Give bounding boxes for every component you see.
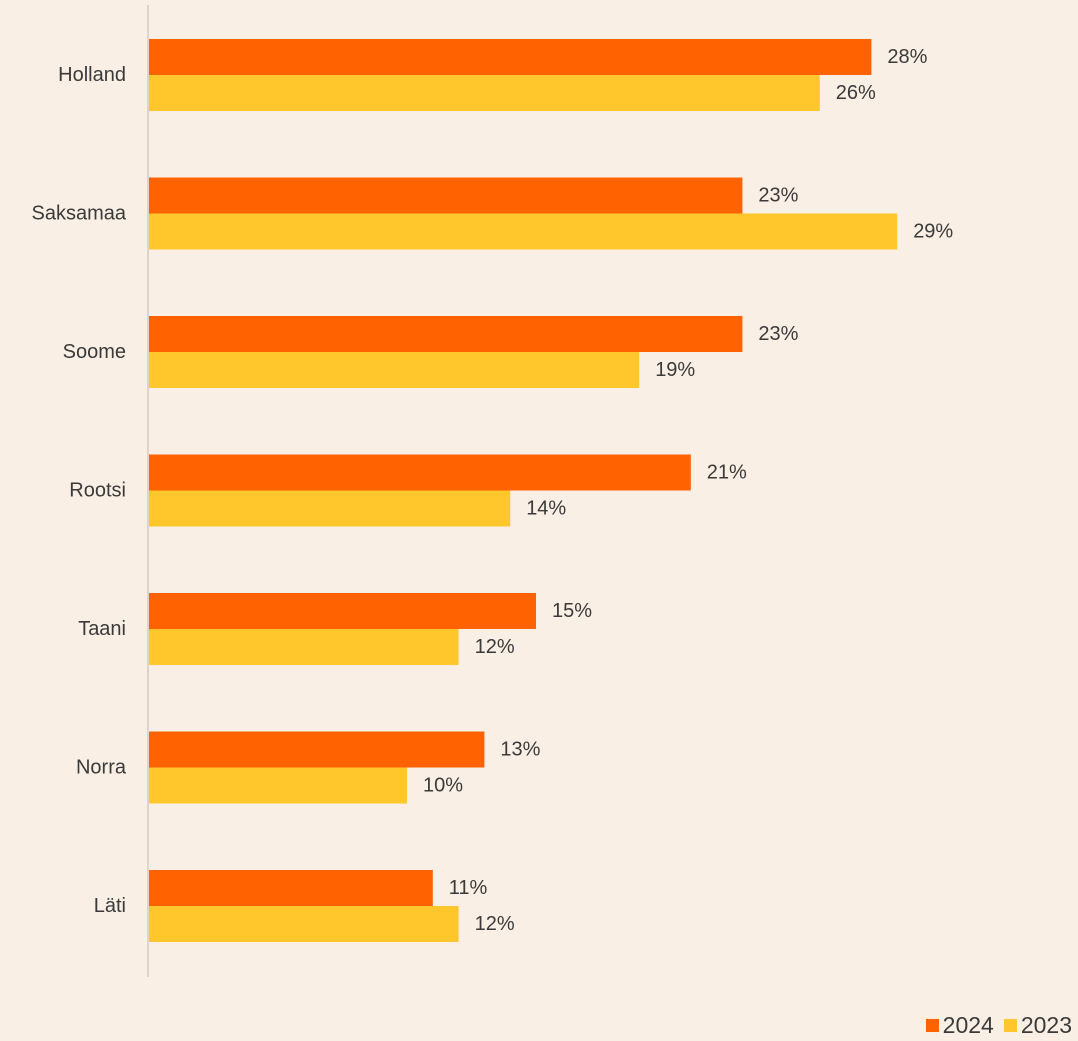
legend-label-2024: 2024 xyxy=(942,1012,994,1038)
bar-2024 xyxy=(149,177,743,214)
data-label-2023: 19% xyxy=(655,359,695,381)
data-label-2023: 12% xyxy=(475,636,515,658)
data-label-2024: 28% xyxy=(887,46,927,68)
bar-2024 xyxy=(149,870,433,906)
category-label: Norra xyxy=(76,757,127,779)
category-label: Saksamaa xyxy=(32,203,127,225)
data-label-2023: 26% xyxy=(836,82,876,104)
bar-2024 xyxy=(149,454,691,491)
data-label-2023: 29% xyxy=(913,221,953,243)
legend-swatch-2023 xyxy=(1003,1019,1017,1032)
data-label-2024: 11% xyxy=(449,877,488,899)
legend-label-2023: 2023 xyxy=(1020,1012,1072,1038)
bar-2023 xyxy=(149,767,407,804)
data-label-2024: 13% xyxy=(500,739,540,761)
chart-legend: 2024 2023 xyxy=(925,1012,1072,1039)
bar-2024 xyxy=(149,731,485,768)
bar-2024 xyxy=(149,593,536,629)
category-label: Läti xyxy=(94,895,126,917)
category-label: Holland xyxy=(58,64,126,86)
category-label: Taani xyxy=(78,618,126,640)
data-label-2023: 14% xyxy=(526,498,566,520)
bar-2024 xyxy=(149,316,743,352)
data-label-2023: 10% xyxy=(423,775,463,797)
data-label-2023: 12% xyxy=(475,913,515,935)
data-label-2024: 23% xyxy=(758,185,798,207)
data-label-2024: 21% xyxy=(707,462,747,484)
bar-2023 xyxy=(149,352,640,388)
bar-2023 xyxy=(149,490,511,527)
bar-2023 xyxy=(149,629,459,665)
bar-2023 xyxy=(149,75,820,111)
legend-item-2024: 2024 xyxy=(925,1012,994,1039)
data-label-2024: 23% xyxy=(758,323,798,345)
bar-2024 xyxy=(149,39,872,75)
category-label: Rootsi xyxy=(69,480,126,502)
bar-2023 xyxy=(149,906,459,942)
category-label: Soome xyxy=(63,341,126,363)
legend-swatch-2024 xyxy=(925,1019,939,1032)
data-label-2024: 15% xyxy=(552,600,592,622)
legend-item-2023: 2023 xyxy=(1003,1012,1072,1039)
bar-2023 xyxy=(149,213,898,250)
